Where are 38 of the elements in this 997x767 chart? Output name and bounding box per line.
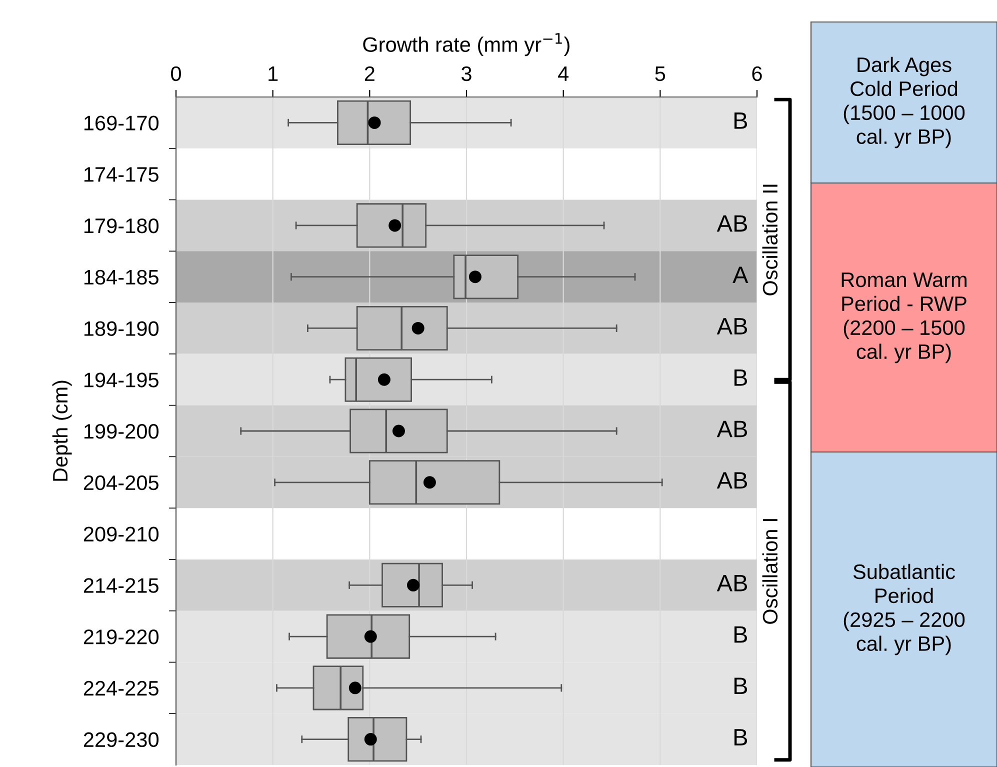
text: Oscillation I <box>762 519 778 624</box>
x-tick-label: 4 <box>558 66 569 81</box>
band-label: B <box>734 678 748 694</box>
band-label: AB <box>716 575 748 592</box>
band-label: AB <box>716 420 748 438</box>
x-axis-title: Growth rate (mm yr$^{−1}$) <box>363 33 570 56</box>
band-label: B <box>734 369 748 386</box>
y-tick-label: 199-200 <box>84 424 159 439</box>
y-tick-label: 224-225 <box>84 680 158 696</box>
band-label: B <box>734 729 748 746</box>
band-label: B <box>734 112 748 129</box>
band-label: AB <box>716 318 748 334</box>
text: Subatlantic Period (2925 – 2200 cal. yr BP) <box>844 564 965 656</box>
text: Dark Ages Cold Period (1500 – 1000 cal. yr BP) <box>844 56 965 148</box>
y-tick-label: 209-210 <box>84 526 159 542</box>
x-tick-label: 3 <box>462 66 472 82</box>
y-tick-label: 219-220 <box>84 630 159 644</box>
x-tick-label: 5 <box>655 66 666 82</box>
y-tick-label: 204-205 <box>84 475 158 490</box>
y-tick-label: 184-185 <box>84 270 158 285</box>
band-label: B <box>734 626 748 643</box>
y-tick-label: 174-175 <box>84 167 158 182</box>
band-label: AB <box>716 215 748 232</box>
y-axis-title: Depth (cm) <box>52 380 72 481</box>
x-tick-label: 1 <box>268 66 278 81</box>
text: Oscillation II <box>762 184 778 296</box>
x-tick-label: 0 <box>171 66 181 82</box>
y-tick-label: 229-230 <box>84 732 159 748</box>
band-label: A <box>732 266 748 283</box>
y-tick-label: 194-195 <box>84 372 158 388</box>
y-tick-label: 179-180 <box>84 218 159 234</box>
x-tick-label: 2 <box>364 66 374 81</box>
y-tick-label: 214-215 <box>84 578 158 593</box>
band-label: AB <box>716 472 748 488</box>
y-tick-label: 169-170 <box>84 116 159 130</box>
text: Roman Warm Period - RWP (2200 – 1500 cal. yr BP) <box>842 272 966 364</box>
y-tick-label: 189-190 <box>84 321 159 336</box>
x-tick-label: 6 <box>752 66 762 82</box>
